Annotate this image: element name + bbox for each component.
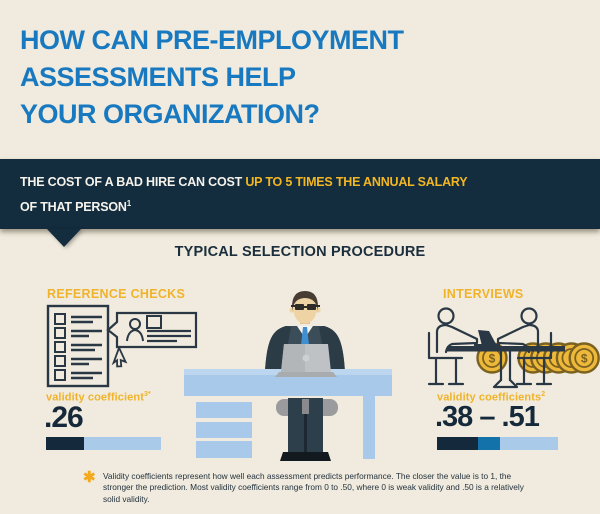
coin-dollar-glyph: $ [581, 352, 588, 366]
interviews-value: .38 – .51 [435, 401, 540, 433]
footnote-text: Validity coefficients represent how well… [103, 471, 524, 504]
laptop-small-icon [474, 330, 500, 348]
hair [292, 291, 318, 311]
interviews-validity-bar [437, 437, 558, 450]
desk-drawer [196, 402, 252, 418]
cursor-icon [111, 345, 128, 368]
desk-drawer [196, 441, 252, 458]
bar-segment-dark [437, 437, 478, 450]
man-at-desk-illustration [184, 291, 392, 461]
desk-drawer [196, 422, 252, 438]
glasses-icon [291, 304, 320, 310]
desk-leg [363, 396, 375, 459]
interviews-footnote-sup: 2 [541, 391, 546, 398]
interview-illustration [427, 307, 565, 389]
interviews-heading: INTERVIEWS [443, 287, 524, 301]
page-title-line2: ASSESSMENTS HELP [20, 62, 296, 92]
bar-segment-light [84, 437, 161, 450]
man-legs [280, 398, 331, 461]
chair-left [427, 331, 465, 386]
interviewee [496, 307, 540, 354]
table-top [447, 346, 565, 352]
section-heading: TYPICAL SELECTION PROCEDURE [174, 244, 426, 260]
chair-right [515, 331, 553, 386]
man-head [289, 291, 321, 324]
laptop-icon [275, 344, 337, 377]
reference-checks-footnote-sup: 3* [143, 391, 151, 398]
banner-text-highlight: UP TO 5 TIMES THE ANNUAL SALARY [245, 175, 468, 189]
bad-hire-banner-text: THE COST OF A BAD HIRE CAN COST UP TO 5 … [20, 172, 470, 218]
reference-checks-label: validity coefficient3* [46, 391, 151, 404]
reference-checks-validity-bar [46, 437, 161, 450]
bar-segment-light [500, 437, 558, 450]
checklist-icon [46, 304, 110, 388]
page-title-line3: YOUR ORGANIZATION? [20, 99, 320, 129]
page-title: HOW CAN PRE-EMPLOYMENT ASSESSMENTS HELP … [20, 22, 404, 133]
banner-text-white: THE COST OF A BAD HIRE CAN COST [20, 175, 246, 189]
bar-segment-mid [478, 437, 500, 450]
page-title-line1: HOW CAN PRE-EMPLOYMENT [20, 25, 404, 55]
banner-pointer-triangle [47, 229, 81, 247]
bad-hire-banner: THE COST OF A BAD HIRE CAN COST UP TO 5 … [0, 159, 600, 374]
banner-footnote-sup: 1 [126, 199, 131, 208]
banner-text-white2: OF THAT PERSON [20, 200, 127, 215]
interviews-label: validity coefficients2 [437, 391, 546, 404]
reference-checks-heading: REFERENCE CHECKS [47, 287, 186, 301]
id-card-icon [106, 311, 198, 349]
reference-checks-illustration [46, 304, 198, 388]
coin-dollar-glyph: $ [489, 352, 496, 366]
reference-checks-value: .26 [44, 401, 84, 434]
asterisk-icon: ✱ [83, 469, 96, 486]
bar-segment-dark [46, 437, 84, 450]
interviewer [435, 307, 479, 354]
table-pedestal [492, 349, 519, 389]
